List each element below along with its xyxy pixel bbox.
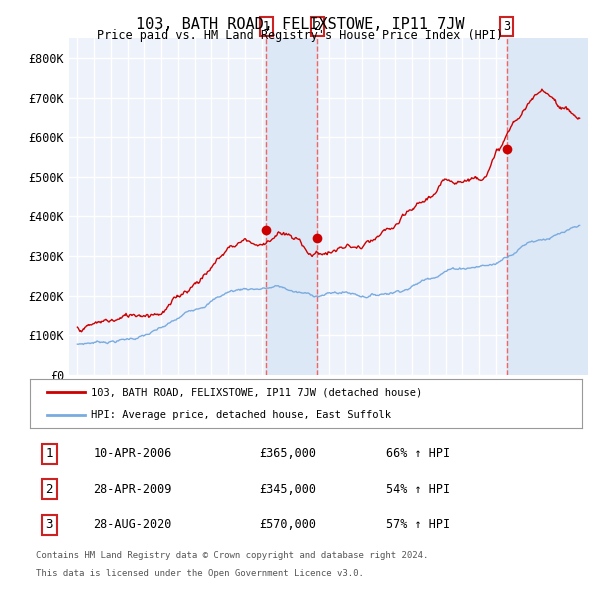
Text: 103, BATH ROAD, FELIXSTOWE, IP11 7JW: 103, BATH ROAD, FELIXSTOWE, IP11 7JW bbox=[136, 17, 464, 31]
Text: 3: 3 bbox=[503, 20, 511, 33]
Text: HPI: Average price, detached house, East Suffolk: HPI: Average price, detached house, East… bbox=[91, 409, 391, 419]
Text: 2: 2 bbox=[46, 483, 53, 496]
Text: 1: 1 bbox=[262, 20, 269, 33]
Text: Contains HM Land Registry data © Crown copyright and database right 2024.: Contains HM Land Registry data © Crown c… bbox=[35, 551, 428, 560]
Text: This data is licensed under the Open Government Licence v3.0.: This data is licensed under the Open Gov… bbox=[35, 569, 364, 578]
Text: 54% ↑ HPI: 54% ↑ HPI bbox=[386, 483, 450, 496]
Text: £365,000: £365,000 bbox=[259, 447, 316, 460]
Text: 1: 1 bbox=[46, 447, 53, 460]
Text: 28-AUG-2020: 28-AUG-2020 bbox=[94, 519, 172, 532]
Bar bbox=[266, 38, 317, 375]
Text: 28-APR-2009: 28-APR-2009 bbox=[94, 483, 172, 496]
Bar bbox=[507, 38, 588, 375]
Text: 66% ↑ HPI: 66% ↑ HPI bbox=[386, 447, 450, 460]
Text: 103, BATH ROAD, FELIXSTOWE, IP11 7JW (detached house): 103, BATH ROAD, FELIXSTOWE, IP11 7JW (de… bbox=[91, 388, 422, 398]
Text: 3: 3 bbox=[46, 519, 53, 532]
Text: 2: 2 bbox=[314, 20, 320, 33]
Text: Price paid vs. HM Land Registry's House Price Index (HPI): Price paid vs. HM Land Registry's House … bbox=[97, 30, 503, 42]
Text: £345,000: £345,000 bbox=[259, 483, 316, 496]
Text: 57% ↑ HPI: 57% ↑ HPI bbox=[386, 519, 450, 532]
Text: 10-APR-2006: 10-APR-2006 bbox=[94, 447, 172, 460]
Text: £570,000: £570,000 bbox=[259, 519, 316, 532]
